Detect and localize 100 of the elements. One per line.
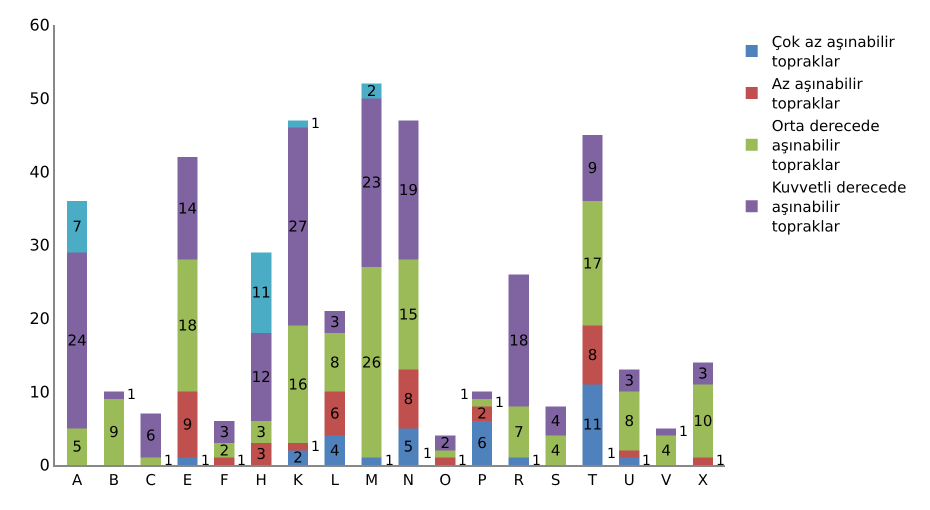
data-label: 1: [458, 453, 467, 469]
data-label: 5: [72, 438, 82, 456]
data-label: 11: [252, 284, 271, 302]
bar: [66, 201, 88, 252]
bar: [619, 392, 640, 450]
data-label: 7: [514, 423, 524, 441]
data-label: 2: [293, 448, 303, 467]
data-label: 1: [716, 453, 725, 469]
data-label: 1: [385, 453, 394, 469]
bar: [692, 384, 714, 458]
data-label: 1: [311, 439, 320, 455]
bar: [288, 326, 308, 443]
bar: [546, 436, 566, 465]
data-label: 6: [330, 404, 340, 423]
bar: [582, 135, 603, 201]
x-tick-label: H: [256, 471, 267, 489]
data-label: 2: [440, 434, 450, 452]
bar: [692, 458, 714, 465]
data-label: 19: [398, 181, 418, 199]
legend-label: Çok az aşınabilir topraklar: [772, 33, 896, 71]
data-label: 1: [423, 446, 432, 462]
y-tick-label: 50: [29, 88, 50, 108]
bar: [251, 443, 272, 465]
bar: [508, 274, 529, 406]
data-label: 12: [252, 368, 271, 386]
x-tick-label: A: [72, 471, 83, 489]
data-label: 17: [582, 254, 602, 272]
data-label: 1: [237, 453, 246, 469]
bar: [288, 443, 308, 450]
bar: [619, 450, 640, 458]
bar: [582, 384, 603, 465]
data-label: 4: [661, 441, 671, 460]
bar: [251, 333, 272, 421]
data-label: 3: [256, 423, 266, 441]
data-label: 1: [607, 446, 616, 462]
bar: [398, 428, 419, 465]
y-tick-label: 20: [29, 308, 50, 328]
bar: [619, 458, 640, 465]
bar: [619, 370, 640, 392]
bar: [324, 436, 345, 465]
bar: [508, 458, 529, 465]
bar: [582, 201, 603, 326]
x-tick-label: B: [108, 471, 120, 489]
data-label: 8: [404, 390, 414, 408]
x-tick-label: L: [330, 471, 340, 489]
y-tick-label: 30: [29, 236, 50, 255]
data-label: 18: [178, 316, 198, 335]
bar: [324, 333, 345, 392]
data-label: 1: [460, 387, 469, 403]
bar: [361, 458, 382, 465]
legend-label: Kuvvetli derecede aşınabilir topraklar: [772, 178, 906, 236]
bar: [361, 98, 382, 267]
data-label: 1: [311, 116, 320, 132]
bar: [472, 392, 492, 399]
data-label: 9: [588, 159, 598, 177]
data-label: 18: [509, 331, 528, 350]
data-label: 1: [679, 424, 688, 440]
x-tick-label: M: [365, 471, 378, 489]
bar: [177, 392, 198, 458]
data-label: 10: [693, 412, 712, 430]
data-label: 4: [330, 441, 340, 460]
data-label: 2: [366, 82, 376, 100]
x-tick-label: X: [698, 471, 708, 489]
data-label: 3: [220, 423, 230, 441]
y-tick-label: 60: [29, 16, 50, 35]
data-label: 6: [146, 426, 156, 445]
bar: [66, 252, 88, 428]
data-label: 6: [477, 434, 487, 452]
bar: [398, 260, 419, 370]
data-label: 2: [220, 441, 230, 460]
data-label: 15: [398, 306, 418, 324]
bar: [177, 458, 198, 465]
y-tick-label: 10: [29, 382, 50, 402]
data-label: 11: [582, 416, 602, 434]
bar: [361, 267, 382, 458]
bar: [177, 260, 198, 392]
bar: [214, 458, 234, 465]
data-label: 7: [72, 218, 82, 236]
x-tick-label: R: [514, 471, 524, 489]
legend-label: Orta derecede aşınabilir topraklar: [772, 117, 880, 174]
bar: [104, 392, 124, 399]
data-label: 3: [698, 364, 708, 382]
data-label: 1: [532, 453, 541, 469]
data-label: 4: [550, 412, 560, 430]
bar: [324, 392, 345, 436]
bar: [140, 458, 161, 465]
bar: [508, 406, 529, 458]
bar: [324, 311, 345, 333]
bar: [251, 421, 272, 443]
data-label: 8: [330, 353, 340, 372]
bar: [472, 421, 492, 465]
bar: [546, 406, 566, 436]
data-label: 1: [642, 453, 651, 469]
bar: [472, 399, 492, 406]
x-tick-label: U: [624, 471, 635, 489]
bar: [582, 326, 603, 384]
data-label: 9: [182, 416, 192, 434]
bar: [66, 428, 88, 465]
bar: [656, 428, 676, 436]
data-label: 1: [201, 453, 210, 469]
